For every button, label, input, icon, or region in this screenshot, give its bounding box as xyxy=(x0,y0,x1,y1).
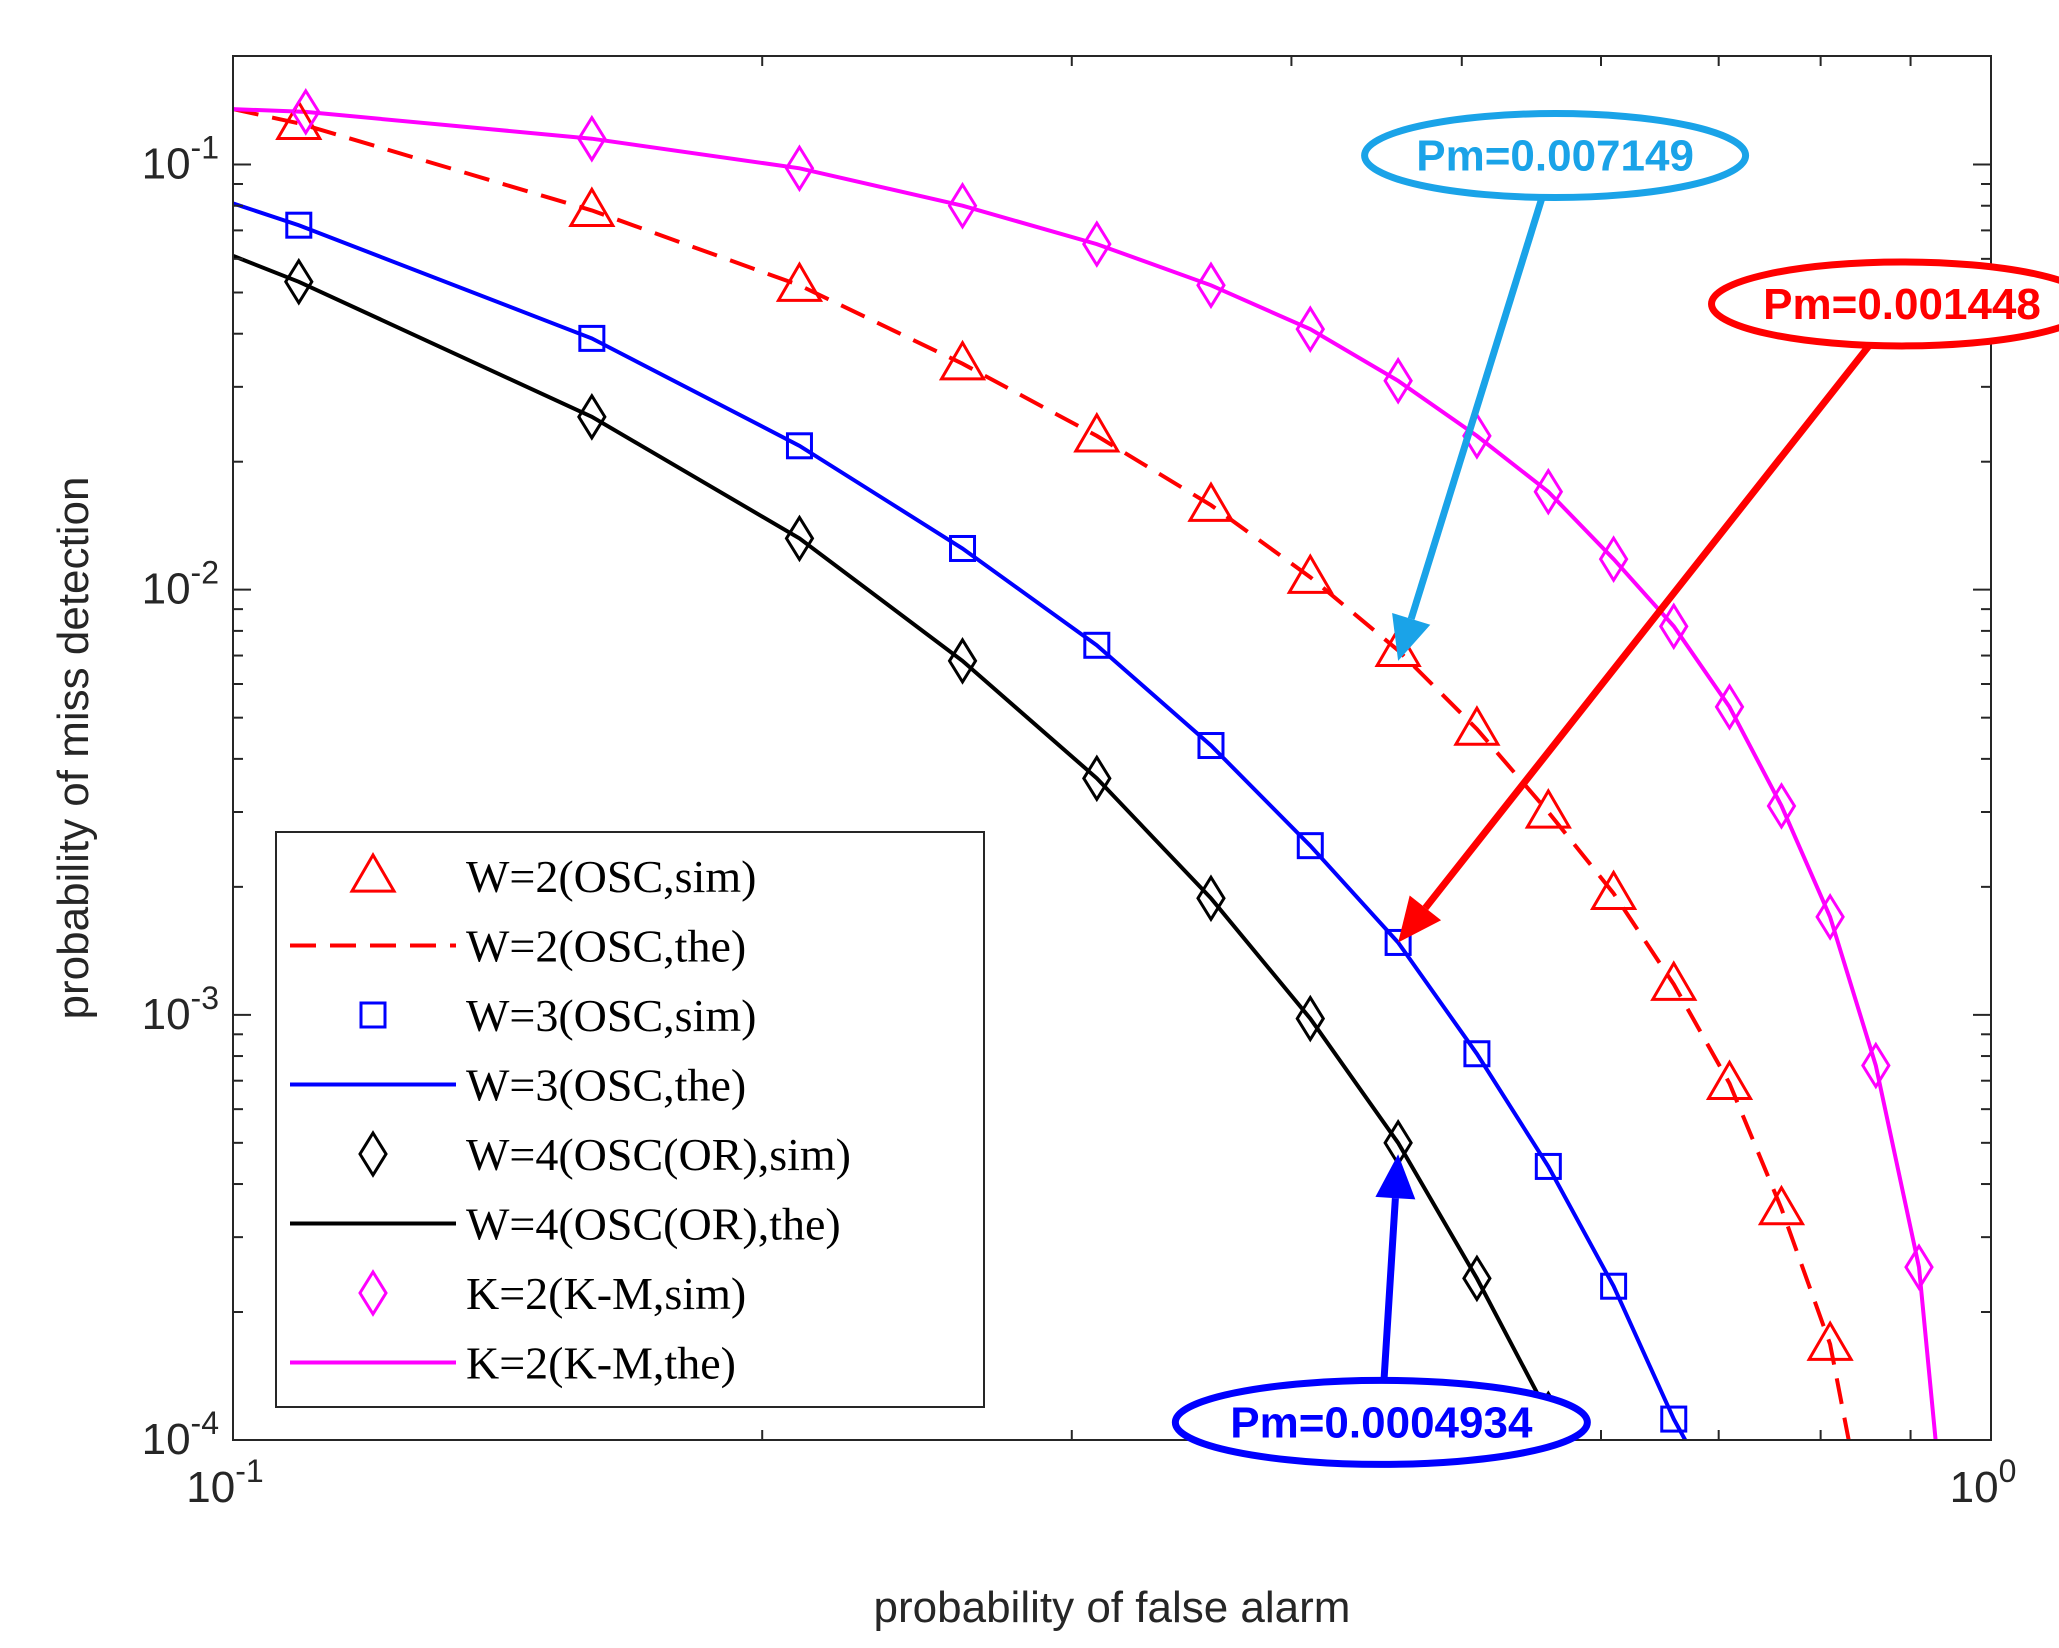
data-point-s0-4 xyxy=(1073,411,1121,453)
data-point-s0-0 xyxy=(275,99,323,140)
data-point-s4-1 xyxy=(577,392,607,441)
annotation-label-0: Pm=0.007149 xyxy=(1416,132,1694,181)
data-point-s6-6 xyxy=(1295,305,1326,354)
legend-marker-6 xyxy=(358,1269,388,1317)
data-point-s0-14 xyxy=(1806,1320,1854,1361)
data-point-s6-11 xyxy=(1658,602,1689,651)
annotation-label-1: Pm=0.001448 xyxy=(1763,280,2041,329)
data-point-s4-2 xyxy=(784,514,815,563)
legend-marker-2 xyxy=(359,1001,387,1029)
annotation-label-2: Pm=0.0004934 xyxy=(1230,1398,1533,1447)
x-axis-label: probability of false alarm xyxy=(874,1583,1351,1632)
data-point-s0-8 xyxy=(1453,705,1501,746)
data-point-s2-7 xyxy=(1384,928,1412,956)
legend-label-0: W=2(OSC,sim) xyxy=(466,851,756,902)
data-point-s0-2 xyxy=(775,261,824,302)
x-tick-label-1: 100 xyxy=(1950,1453,2017,1512)
data-point-s2-9 xyxy=(1534,1152,1562,1180)
data-point-s6-5 xyxy=(1196,261,1226,310)
annotation-ellipse-0 xyxy=(1361,110,1750,202)
y-tick-label-2: 10-3 xyxy=(142,980,219,1039)
y-tick-label-0: 10-1 xyxy=(142,130,219,189)
annotation-arrow-0 xyxy=(1407,196,1546,620)
ticks-layer xyxy=(232,56,1992,1441)
data-point-s6-15 xyxy=(1861,1041,1891,1090)
legend: W=2(OSC,sim) W=2(OSC,the) W=3(OSC,sim) W=3(… xyxy=(275,831,985,1408)
legend-label-2: W=3(OSC,sim) xyxy=(466,990,756,1041)
data-point-s2-2 xyxy=(785,432,813,460)
data-point-s6-13 xyxy=(1766,782,1797,830)
data-point-s0-10 xyxy=(1590,869,1638,911)
data-point-s2-4 xyxy=(1083,631,1111,659)
data-point-s0-13 xyxy=(1757,1184,1806,1226)
axes-box xyxy=(232,55,1992,1441)
annotation-arrow-2 xyxy=(1380,1197,1399,1381)
data-point-s6-9 xyxy=(1533,467,1564,516)
legend-label-7: K=2(K-M,the) xyxy=(466,1338,736,1389)
data-point-s4-8 xyxy=(1462,1254,1492,1303)
data-point-s6-16 xyxy=(1904,1243,1934,1292)
data-point-s4-0 xyxy=(284,257,314,306)
data-point-s6-12 xyxy=(1714,683,1745,731)
data-point-s6-14 xyxy=(1815,893,1845,941)
data-point-s6-7 xyxy=(1383,356,1413,405)
data-point-s4-3 xyxy=(947,637,978,685)
data-point-s6-4 xyxy=(1082,220,1112,268)
annotation-arrow-1 xyxy=(1422,343,1873,911)
y-tick-label-3: 10-4 xyxy=(142,1405,219,1464)
y-axis-label: probability of miss detection xyxy=(49,477,98,1020)
legend-label-6: K=2(K-M,sim) xyxy=(466,1268,746,1319)
annotation-ellipse-2 xyxy=(1171,1376,1591,1468)
data-point-s6-3 xyxy=(947,181,978,230)
legend-label-4: W=4(OSC(OR),sim) xyxy=(466,1129,851,1180)
data-point-s0-11 xyxy=(1650,960,1698,1001)
annotations: Pm=0.007149 Pm=0.001448 Pm=0.0004934 xyxy=(1171,110,2059,1468)
legend-marker-0 xyxy=(349,852,397,893)
legend-label-3: W=3(OSC,the) xyxy=(466,1060,746,1111)
data-point-s0-12 xyxy=(1705,1059,1754,1100)
data-point-s0-3 xyxy=(938,339,987,381)
data-point-s2-3 xyxy=(949,534,977,562)
series-line-7 xyxy=(233,107,1938,1440)
data-point-s2-10 xyxy=(1600,1272,1628,1300)
data-point-s6-2 xyxy=(784,144,815,193)
data-point-s2-11 xyxy=(1660,1405,1688,1433)
data-point-s2-0 xyxy=(285,211,313,239)
data-point-s2-5 xyxy=(1197,732,1225,760)
data-point-s2-1 xyxy=(578,324,606,352)
annotation-arrowhead-0 xyxy=(1392,612,1431,661)
legend-label-1: W=2(OSC,the) xyxy=(466,921,746,972)
series-line-3 xyxy=(233,201,1687,1440)
data-point-s0-9 xyxy=(1524,788,1572,829)
annotation-arrowhead-1 xyxy=(1398,895,1442,943)
data-point-s2-8 xyxy=(1463,1040,1491,1068)
data-point-s0-1 xyxy=(568,186,616,228)
legend-label-5: W=4(OSC(OR),the) xyxy=(466,1199,841,1250)
annotation-arrowhead-2 xyxy=(1375,1154,1416,1200)
data-point-s0-6 xyxy=(1286,553,1334,594)
legend-box xyxy=(275,831,985,1408)
series-line-5 xyxy=(233,253,1558,1440)
legend-marker-4 xyxy=(358,1130,388,1178)
data-point-s4-6 xyxy=(1295,994,1326,1043)
data-point-s0-5 xyxy=(1187,481,1235,522)
x-tick-label-0: 10-1 xyxy=(186,1453,263,1512)
data-point-s2-6 xyxy=(1296,832,1324,860)
y-tick-label-1: 10-2 xyxy=(142,555,219,614)
data-point-s4-4 xyxy=(1082,754,1112,803)
data-point-s6-10 xyxy=(1598,535,1629,583)
data-point-s4-5 xyxy=(1196,874,1226,923)
data-point-s6-0 xyxy=(290,88,321,136)
data-point-s6-1 xyxy=(577,114,607,163)
annotation-ellipse-1 xyxy=(1708,258,2059,350)
